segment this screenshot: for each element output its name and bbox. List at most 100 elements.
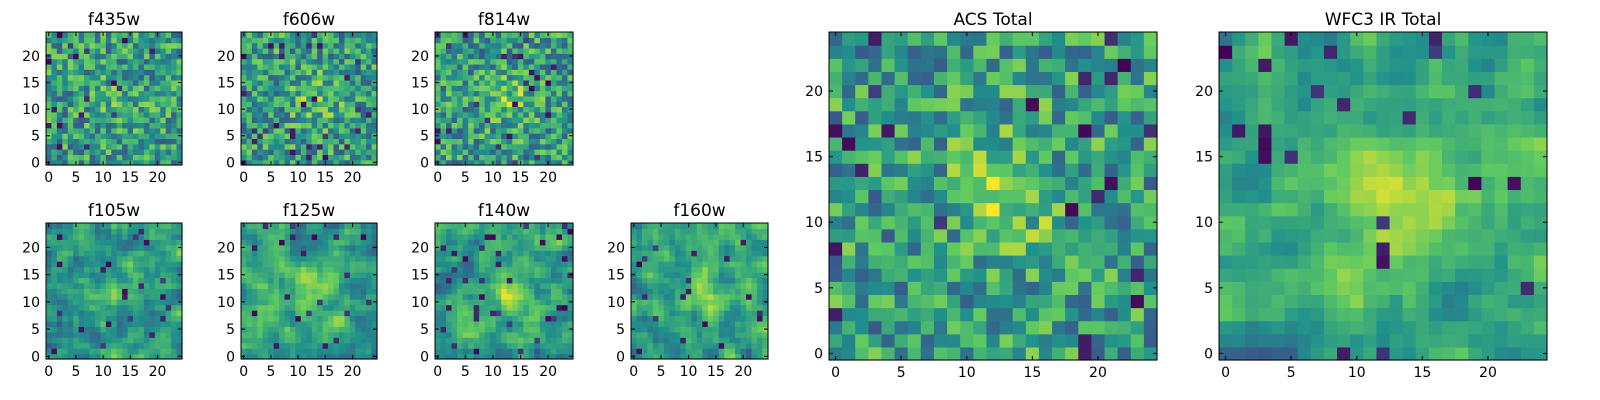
heatmap-cell — [241, 277, 248, 284]
heatmap-cell — [855, 294, 869, 309]
heatmap-cell — [349, 304, 356, 311]
heatmap-cell — [328, 47, 335, 54]
heatmap-cell — [658, 233, 665, 240]
heatmap-cell — [268, 63, 275, 70]
heatmap-cell — [257, 63, 264, 70]
heatmap-cell — [138, 293, 145, 300]
heatmap-cell — [160, 288, 167, 295]
heatmap-cell — [446, 223, 453, 230]
heatmap-cell — [122, 320, 129, 327]
heatmap-cell — [127, 282, 134, 289]
heatmap-cell — [556, 111, 563, 118]
heatmap-cell — [322, 101, 329, 108]
heatmap-cell — [457, 32, 464, 38]
heatmap-cell — [122, 331, 129, 338]
heatmap-cell — [322, 37, 329, 44]
heatmap-cell — [56, 149, 63, 155]
heatmap-cell — [100, 271, 107, 278]
heatmap-cell — [973, 268, 988, 282]
heatmap-cell — [138, 111, 145, 118]
heatmap-cell — [62, 58, 69, 65]
heatmap-cell — [556, 74, 563, 81]
heatmap-cell — [51, 111, 58, 118]
heatmap-cell — [718, 299, 725, 306]
heatmap-cell — [512, 271, 519, 278]
heatmap-cell — [84, 315, 91, 322]
heatmap-cell — [105, 293, 112, 300]
heatmap-cell — [757, 337, 764, 344]
heatmap-cell — [143, 255, 150, 262]
heatmap-cell — [143, 69, 150, 76]
heatmap-cell — [246, 85, 253, 92]
x-tick-label: 15 — [316, 364, 334, 380]
heatmap-cell — [143, 32, 150, 38]
heatmap-cell — [473, 47, 480, 54]
heatmap-cell — [165, 282, 172, 289]
heatmap-cell — [311, 233, 318, 240]
heatmap-cell — [550, 271, 558, 278]
heatmap-cell — [468, 42, 475, 49]
heatmap-cell — [636, 293, 643, 300]
heatmap-cell — [473, 122, 480, 129]
heatmap-cell — [251, 53, 258, 60]
heatmap-cell — [451, 154, 458, 161]
heatmap-cell — [999, 268, 1014, 282]
heatmap-cell — [501, 299, 508, 306]
heatmap-cell — [176, 233, 183, 240]
heatmap-cell — [556, 326, 563, 333]
heatmap-cell — [154, 106, 161, 113]
heatmap-cell — [636, 277, 643, 284]
heatmap-cell — [306, 282, 313, 289]
heatmap-cell — [349, 74, 356, 81]
heatmap-cell — [479, 310, 486, 317]
heatmap-cell — [89, 310, 96, 317]
heatmap-cell — [713, 348, 720, 355]
heatmap-cell — [652, 293, 659, 300]
heatmap-cell — [539, 353, 546, 360]
heatmap-cell — [440, 282, 447, 289]
heatmap-cell — [451, 47, 458, 54]
heatmap-cell — [171, 159, 178, 166]
heatmap-cell — [680, 271, 687, 278]
heatmap-cell — [160, 32, 167, 38]
heatmap-cell — [338, 149, 345, 155]
heatmap-cell — [56, 337, 63, 344]
heatmap-cell — [691, 293, 698, 300]
heatmap-cell — [133, 69, 140, 76]
heatmap-cell — [707, 271, 714, 278]
heatmap-cell — [462, 282, 469, 289]
heatmap-cell — [246, 149, 253, 155]
heatmap-cell — [322, 58, 329, 65]
heatmap-cell — [746, 255, 753, 262]
heatmap-cell — [105, 111, 112, 118]
heatmap-cell — [534, 42, 541, 49]
heatmap-cell — [111, 37, 118, 44]
heatmap-cell — [89, 293, 96, 300]
heatmap-cell — [56, 95, 63, 102]
heatmap-cell — [300, 58, 307, 65]
heatmap-cell — [457, 288, 464, 295]
heatmap-cell — [556, 149, 563, 155]
heatmap-cell — [51, 282, 58, 289]
heatmap-cell — [490, 53, 497, 60]
heatmap-cell — [306, 255, 313, 262]
heatmap-cell — [317, 239, 324, 246]
heatmap-cell — [51, 117, 58, 124]
heatmap-cell — [517, 239, 524, 246]
heatmap-cell — [56, 320, 63, 327]
heatmap-cell — [133, 53, 140, 60]
heatmap-cell — [143, 138, 150, 145]
heatmap-cell — [1143, 333, 1158, 348]
heatmap-cell — [1104, 320, 1119, 335]
heatmap-cell — [435, 228, 442, 235]
heatmap-cell — [273, 353, 280, 360]
heatmap-cell — [133, 342, 140, 349]
heatmap-cell — [545, 111, 552, 118]
heatmap-cell — [251, 85, 258, 92]
heatmap-cell — [479, 320, 486, 327]
heatmap-cell — [534, 111, 541, 118]
heatmap-cell — [165, 326, 172, 333]
heatmap-cell — [556, 95, 563, 102]
heatmap-cell — [517, 331, 524, 338]
heatmap-cell — [451, 79, 458, 86]
